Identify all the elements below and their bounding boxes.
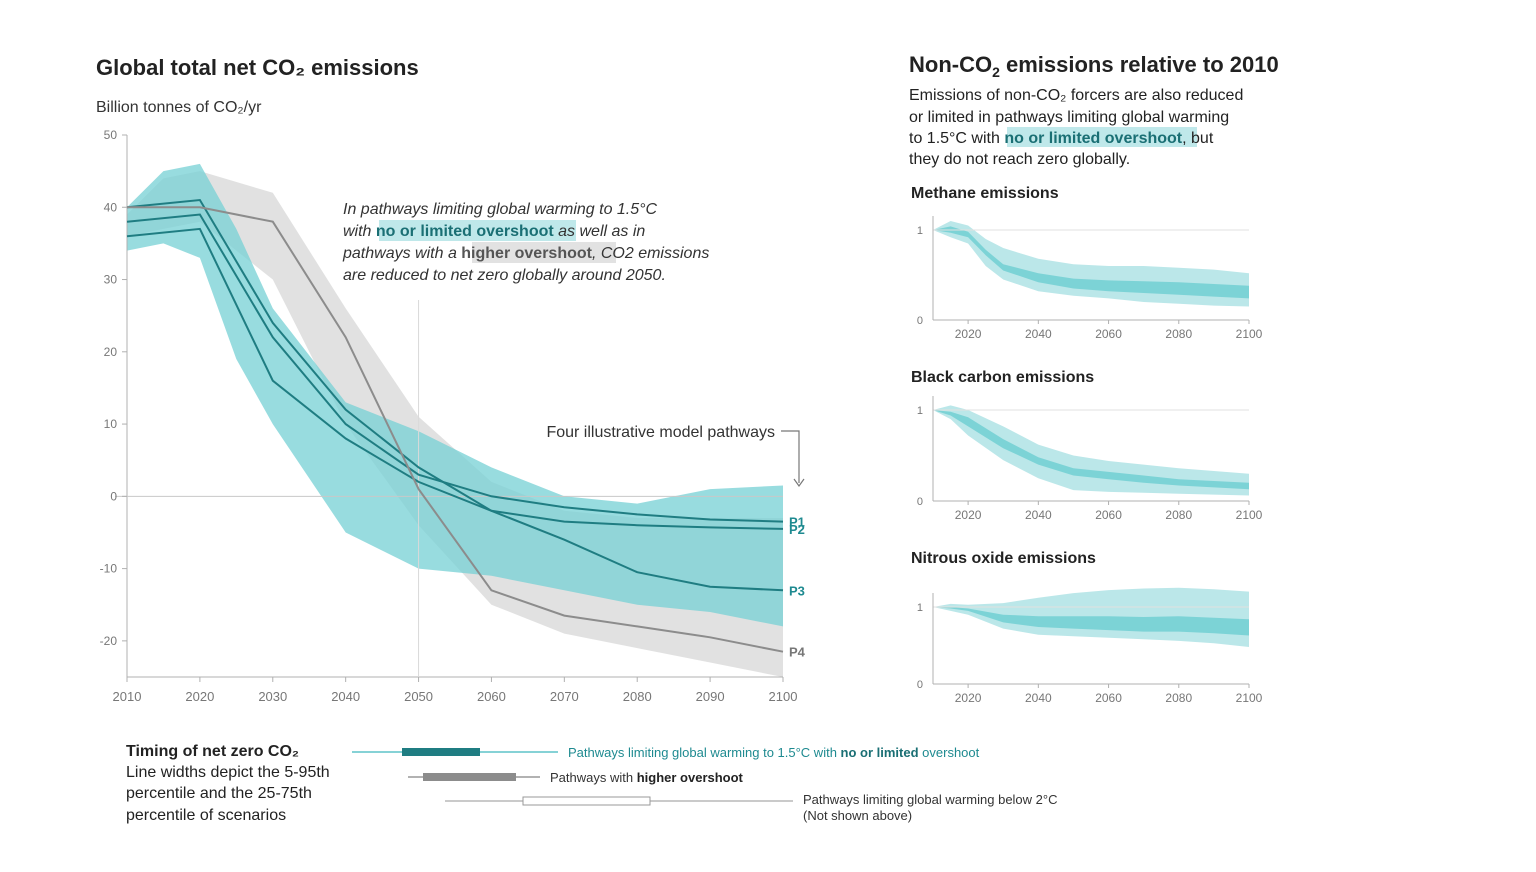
annotation-line-2: with no or limited overshoot as well as … — [343, 223, 645, 240]
main-chart-title: Global total net CO₂ emissions — [96, 55, 419, 80]
y-tick-label: 10 — [104, 417, 118, 431]
y-tick-label: -10 — [100, 562, 118, 576]
x-tick-label: 2080 — [623, 689, 652, 704]
band-inner — [933, 410, 1249, 490]
band-outer — [933, 405, 1249, 496]
x-tick-label: 2090 — [696, 689, 725, 704]
side-desc-1: Emissions of non-CO₂ forcers are also re… — [909, 87, 1243, 104]
nitrous-oxide-chart: 0 1 2020 2040 2060 2080 2100 — [917, 587, 1263, 705]
series-line-p2 — [126, 198, 784, 530]
x-tick-label: 2020 — [185, 689, 214, 704]
side-panel-title: Non-CO2 emissions relative to 2010 — [909, 52, 1279, 80]
x-tick-label: 2080 — [1165, 327, 1192, 341]
y-tick-label: 1 — [917, 405, 923, 417]
timing-desc-2: percentile and the 25-75th — [126, 785, 312, 802]
y-tick-label: 40 — [104, 200, 118, 214]
side-desc-3: to 1.5°C with no or limited overshoot, b… — [909, 130, 1214, 147]
x-tick-label: 2060 — [1095, 508, 1122, 522]
x-tick-label: 2040 — [1025, 327, 1052, 341]
methane-chart: 0 1 2020 2040 2060 2080 2100 — [917, 216, 1263, 341]
series-line-p3 — [126, 227, 784, 592]
x-tick-label: 2100 — [1236, 327, 1263, 341]
x-tick-label: 2060 — [477, 689, 506, 704]
y-tick-label: -20 — [100, 634, 118, 648]
y-tick-label: 1 — [917, 602, 923, 614]
methane-title: Methane emissions — [911, 185, 1059, 202]
y-tick-label: 50 — [104, 128, 118, 142]
series-line-p4 — [127, 206, 784, 653]
series-label-p2: P2 — [789, 522, 805, 537]
annotation-line-1: In pathways limiting global warming to 1… — [343, 201, 658, 218]
timing-desc-1: Line widths depict the 5-95th — [126, 764, 330, 781]
timing-row-no-overshoot: Pathways limiting global warming to 1.5°… — [352, 745, 980, 760]
timing-title: Timing of net zero CO₂ — [126, 743, 299, 760]
black-carbon-chart: 0 1 2020 2040 2060 2080 2100 — [917, 396, 1263, 522]
y-tick-label: 30 — [104, 273, 118, 287]
series-label-p4: P4 — [789, 645, 806, 660]
timing-row-2-label: Pathways with higher overshoot — [550, 770, 744, 785]
band-inner — [933, 226, 1249, 299]
black-carbon-title: Black carbon emissions — [911, 369, 1094, 386]
x-tick-label: 2040 — [331, 689, 360, 704]
timing-desc-3: percentile of scenarios — [126, 807, 286, 824]
main-chart-ylabel: Billion tonnes of CO₂/yr — [96, 99, 262, 116]
x-tick-label: 2080 — [1165, 691, 1192, 705]
y-tick-label: 20 — [104, 345, 118, 359]
main-annotation: In pathways limiting global warming to 1… — [342, 201, 709, 284]
x-tick-label: 2020 — [955, 327, 982, 341]
y-tick-label: 0 — [917, 496, 923, 508]
x-tick-label: 2070 — [550, 689, 579, 704]
y-tick-label: 1 — [917, 225, 923, 237]
x-tick-label: 2040 — [1025, 691, 1052, 705]
x-tick-label: 2060 — [1095, 327, 1122, 341]
x-tick-label: 2100 — [769, 689, 798, 704]
x-tick-label: 2020 — [955, 508, 982, 522]
timing-row-below-2c: Pathways limiting global warming below 2… — [445, 792, 1057, 823]
pathways-bracket — [781, 430, 800, 483]
x-tick-label: 2030 — [258, 689, 287, 704]
side-desc-2: or limited in pathways limiting global w… — [909, 109, 1229, 126]
y-tick-label: 0 — [110, 489, 117, 503]
nitrous-oxide-title: Nitrous oxide emissions — [911, 550, 1096, 567]
annotation-line-3: pathways with a higher overshoot, CO2 em… — [342, 245, 709, 262]
x-tick-label: 2050 — [404, 689, 433, 704]
x-tick-label: 2100 — [1236, 691, 1263, 705]
highlight-no-overshoot — [379, 220, 576, 241]
series-label-p1: P1 — [789, 515, 805, 530]
x-tick-label: 2060 — [1095, 691, 1122, 705]
x-tick-label: 2040 — [1025, 508, 1052, 522]
y-tick-label: 0 — [917, 315, 923, 327]
highlight-higher-overshoot — [472, 242, 616, 263]
timing-row-1-label: Pathways limiting global warming to 1.5°… — [568, 745, 980, 760]
timing-row-3-label-2: (Not shown above) — [803, 808, 912, 823]
x-tick-label: 2080 — [1165, 508, 1192, 522]
side-highlight — [1007, 127, 1197, 147]
side-desc-4: they do not reach zero globally. — [909, 151, 1130, 168]
annotation-line-4: are reduced to net zero globally around … — [343, 267, 666, 284]
band-inner — [933, 607, 1249, 636]
series-line-p1 — [126, 213, 784, 523]
x-tick-label: 2100 — [1236, 508, 1263, 522]
y-tick-label: 0 — [917, 679, 923, 691]
band-no-or-limited-overshoot — [127, 163, 783, 627]
pathways-label: Four illustrative model pathways — [546, 424, 775, 441]
series-label-p3: P3 — [789, 583, 805, 598]
timing-row-higher-overshoot: Pathways with higher overshoot — [408, 770, 744, 785]
x-tick-label: 2020 — [955, 691, 982, 705]
timing-row-3-label-1: Pathways limiting global warming below 2… — [803, 792, 1057, 807]
x-tick-label: 2010 — [113, 689, 142, 704]
pathways-arrow-icon — [793, 478, 805, 488]
